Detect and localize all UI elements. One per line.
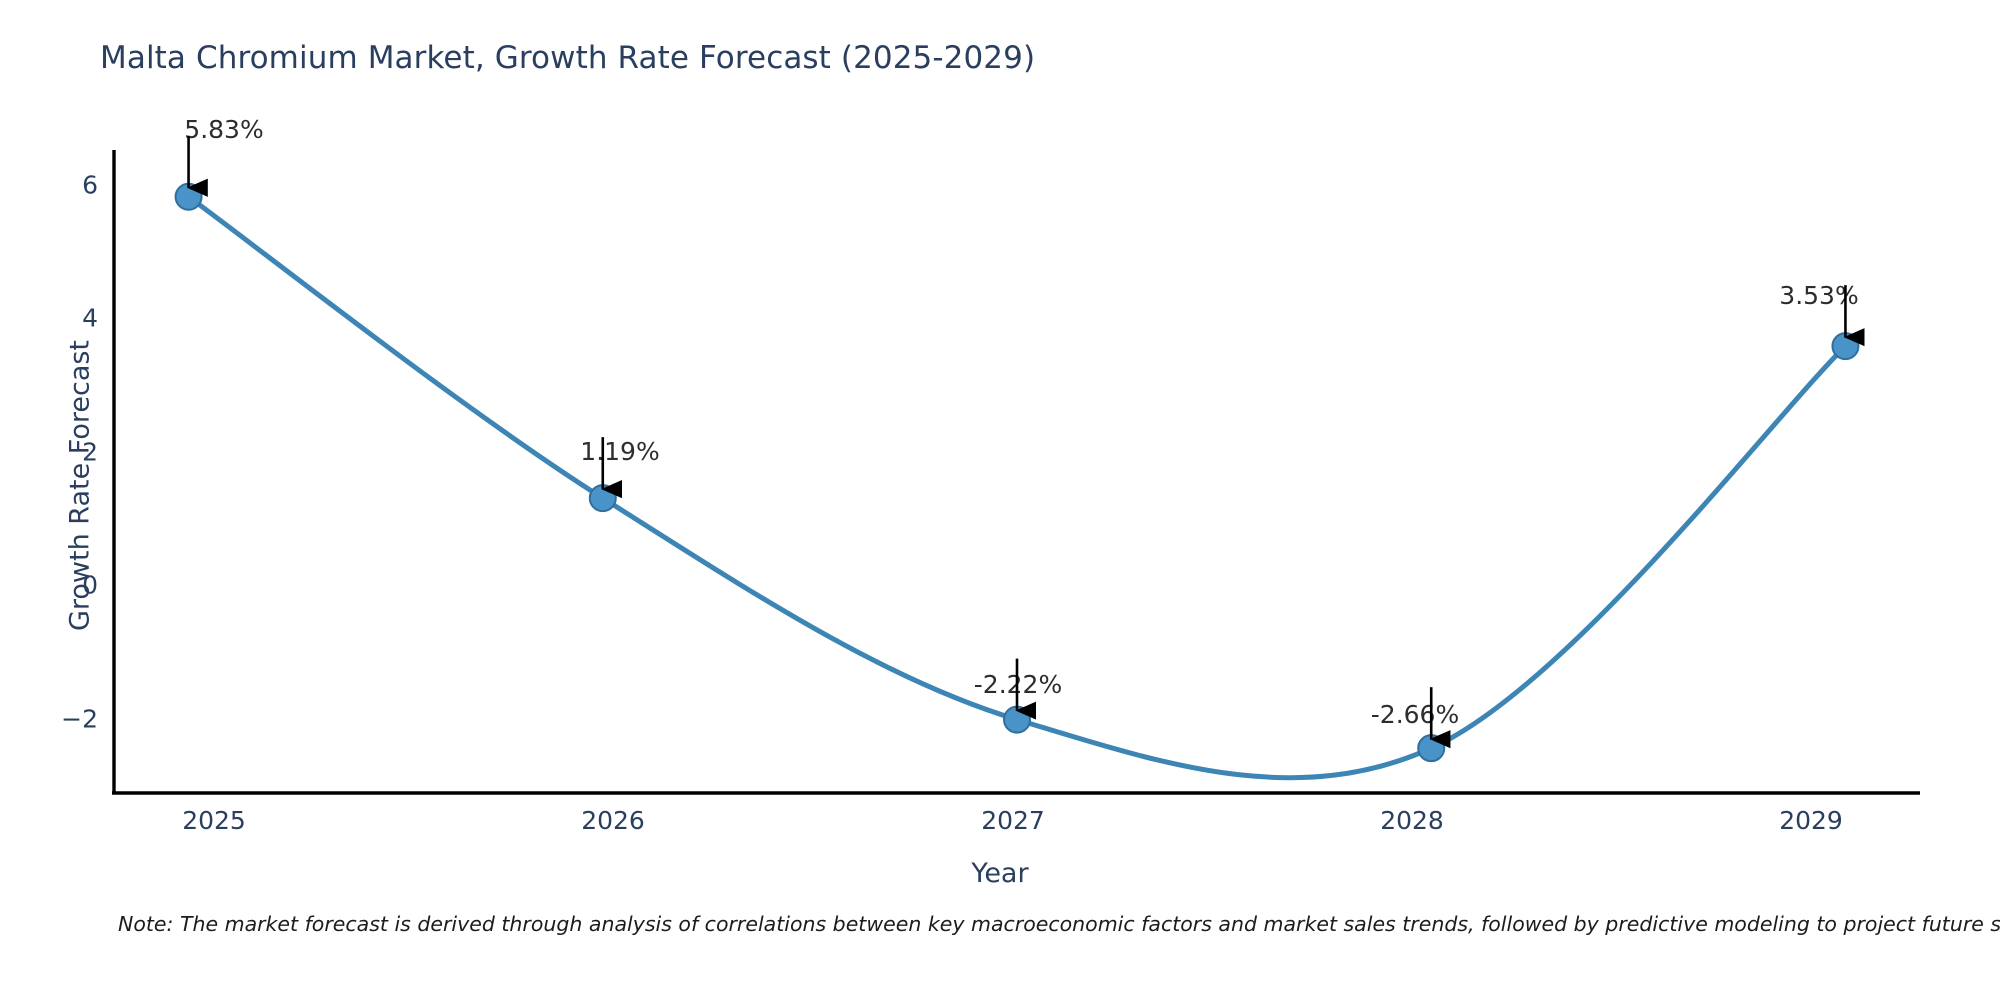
chart-title: Malta Chromium Market, Growth Rate Forec…: [100, 40, 1036, 76]
x-tick-label-2027: 2027: [981, 806, 1045, 835]
annotation-arrows: [186, 135, 1865, 749]
y-tick-label-4: 4: [82, 303, 98, 333]
x-tick-label-2026: 2026: [581, 806, 645, 835]
data-point-2025: [174, 182, 203, 211]
y-axis-ticks: 6 4 2 0 −2: [0, 0, 98, 1000]
data-point-2028: [1417, 734, 1446, 763]
y-tick-label-neg2: −2: [61, 704, 98, 734]
y-tick-label-2: 2: [82, 437, 98, 467]
data-point-2027: [1003, 705, 1031, 734]
y-tick-label-6: 6: [82, 170, 98, 200]
x-tick-label-2029: 2029: [1779, 806, 1843, 835]
data-label-2025: 5.83%: [184, 115, 264, 144]
data-label-2028: -2.66%: [1370, 700, 1460, 729]
data-label-2029: 3.53%: [1779, 281, 1859, 310]
y-tick-label-0: 0: [82, 570, 98, 600]
x-axis-label: Year: [971, 858, 1029, 889]
data-point-2026: [588, 484, 617, 513]
data-label-2026: 1.19%: [580, 437, 660, 466]
data-label-2027: -2.22%: [973, 670, 1063, 699]
x-tick-label-2028: 2028: [1380, 806, 1444, 835]
footnote-text: Note: The market forecast is derived thr…: [118, 912, 2000, 936]
data-point-2029: [1831, 332, 1860, 361]
x-tick-label-2025: 2025: [182, 806, 246, 835]
